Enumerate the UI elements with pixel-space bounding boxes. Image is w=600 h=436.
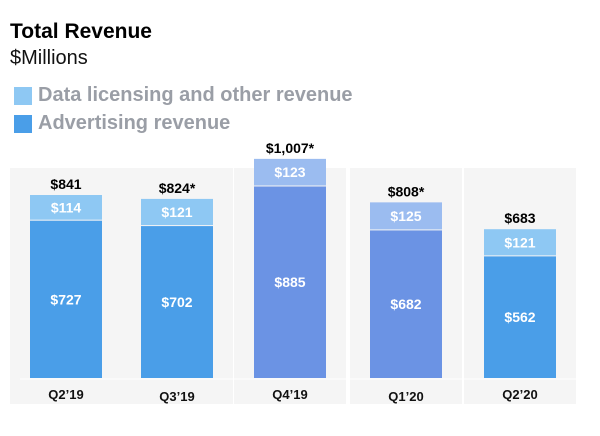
bar-label-advertising: $682 (390, 296, 421, 312)
bar-label-advertising: $885 (274, 274, 305, 290)
chart-title: Total Revenue (10, 20, 152, 43)
bar-label-advertising: $702 (161, 294, 192, 310)
bar-total-label: $824* (159, 180, 196, 196)
bar-advertising (254, 186, 326, 378)
legend-swatch-advertising (14, 114, 32, 133)
bar-licensing (141, 198, 213, 226)
bar-licensing (370, 202, 442, 230)
bar-label-licensing: $121 (504, 234, 535, 250)
bar-label-licensing: $114 (51, 199, 82, 215)
bar-advertising (370, 230, 442, 378)
chart-subtitle: $Millions (10, 47, 88, 69)
bar-total-label: $683 (504, 210, 535, 226)
bar-total-label: $1,007* (266, 140, 315, 156)
x-tick-label: Q2’19 (48, 387, 83, 402)
bar-label-licensing: $121 (161, 204, 192, 220)
bar-label-licensing: $125 (390, 208, 421, 224)
legend-label-advertising: Advertising revenue (38, 112, 231, 134)
bar-total-label: $808* (388, 183, 425, 199)
bar-total-label: $841 (50, 176, 81, 192)
x-tick-label: Q3’19 (159, 389, 194, 404)
x-tick-label: Q4’19 (272, 387, 307, 402)
bar-label-licensing: $123 (274, 164, 305, 180)
legend-item-licensing: Data licensing and other revenue (14, 84, 353, 107)
bar-licensing (254, 158, 326, 186)
legend-item-advertising: Advertising revenue (14, 112, 230, 135)
x-tick-label: Q2’20 (502, 387, 537, 402)
bar-advertising (141, 226, 213, 378)
bar-advertising (30, 220, 102, 378)
bar-licensing (484, 229, 556, 256)
x-tick-label: Q1’20 (388, 389, 423, 404)
bar-licensing (30, 195, 102, 220)
legend-swatch-licensing (14, 86, 32, 105)
legend-label-licensing: Data licensing and other revenue (38, 84, 353, 106)
bar-advertising (484, 256, 556, 378)
bar-label-advertising: $727 (50, 291, 81, 307)
bar-label-advertising: $562 (504, 309, 535, 325)
